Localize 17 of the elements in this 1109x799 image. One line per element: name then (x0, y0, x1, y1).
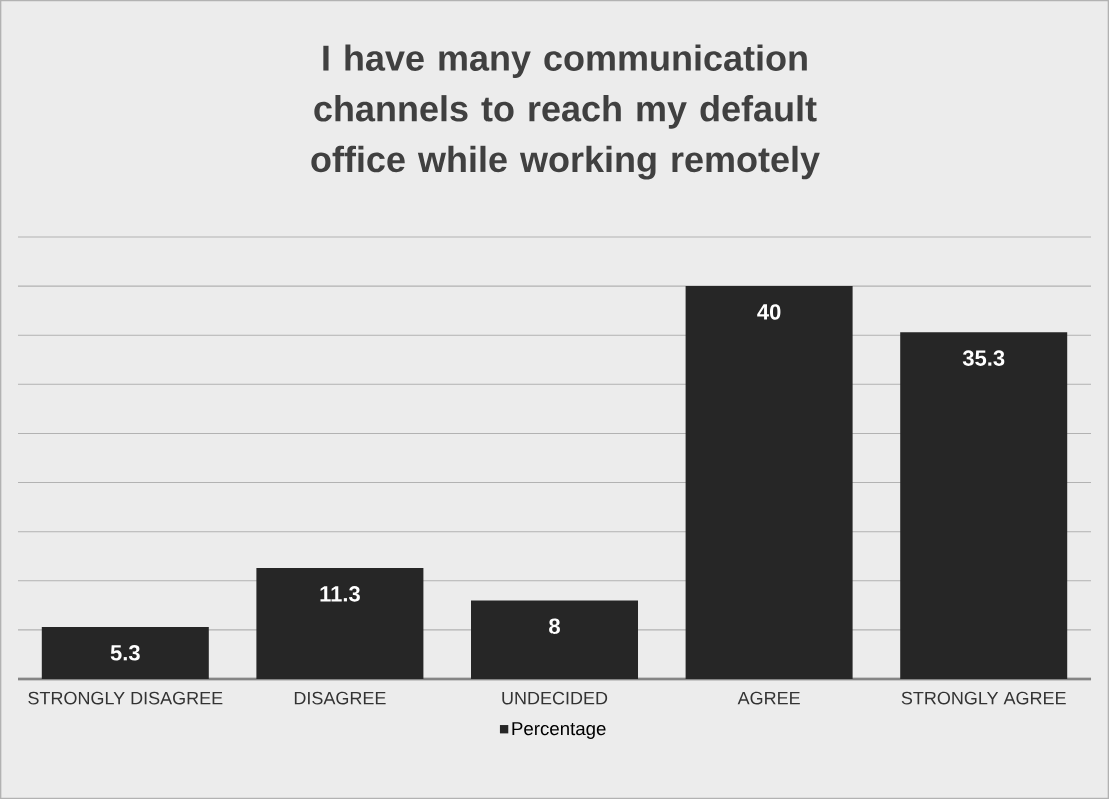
data-label: 5.3 (110, 644, 140, 661)
data-label: 35.3 (962, 350, 1005, 366)
data-label: 40 (757, 304, 781, 320)
bar (256, 568, 424, 679)
x-tick-label: UNDECIDED (502, 691, 608, 705)
bar (471, 600, 639, 679)
bar (685, 286, 853, 679)
data-label: 11.3 (320, 586, 360, 602)
x-tick-label: DISAGREE (294, 691, 386, 705)
data-label: 8 (549, 618, 560, 635)
bar (41, 626, 209, 679)
x-tick-label: AGREE (737, 691, 800, 705)
legend-label: Percentage (512, 722, 606, 739)
chart-title: I have many communication channels to reach my default office while working remotely (311, 44, 820, 180)
bar (900, 332, 1068, 679)
x-tick-label: STRONGLY DISAGREE (28, 691, 223, 705)
x-tick-label: STRONGLY AGREE (901, 691, 1066, 705)
